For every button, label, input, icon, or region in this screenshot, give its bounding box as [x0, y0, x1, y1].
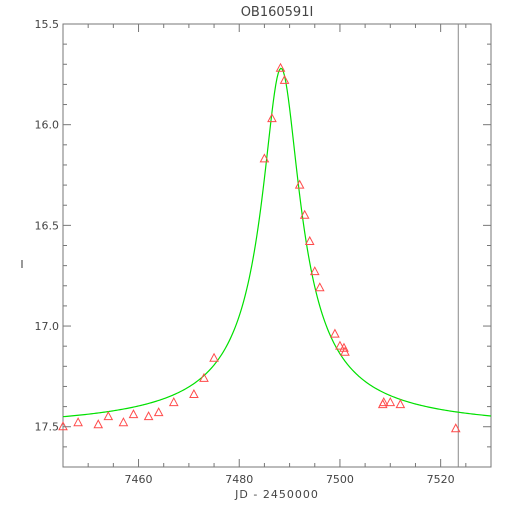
data-points — [58, 62, 461, 433]
data-point — [340, 346, 350, 356]
data-point — [73, 417, 83, 427]
data-point — [279, 74, 290, 84]
y-tick-label: 16.5 — [35, 219, 60, 232]
plot-frame — [62, 23, 492, 468]
x-tick-label: 7480 — [225, 473, 253, 486]
data-point — [153, 407, 164, 417]
data-point — [128, 409, 139, 419]
data-point — [330, 328, 340, 338]
y-axis-label: I — [20, 258, 23, 271]
data-point — [199, 372, 209, 382]
x-axis: 7460 7480 7500 7520 — [87, 24, 492, 486]
model-fit-curve — [62, 67, 492, 418]
x-tick-label: 7500 — [326, 473, 354, 486]
data-point — [275, 62, 286, 72]
data-point — [93, 419, 104, 429]
y-tick-label: 16.0 — [35, 119, 60, 132]
data-point — [58, 421, 68, 431]
y-tick-label: 17.0 — [35, 320, 60, 333]
data-point — [168, 397, 179, 407]
data-point — [259, 153, 270, 163]
chart-title: OB160591I — [241, 5, 314, 20]
x-tick-label: 7520 — [427, 473, 455, 486]
data-point — [294, 179, 305, 189]
data-point — [378, 397, 389, 407]
y-tick-label: 15.5 — [35, 18, 60, 31]
data-point — [395, 399, 406, 409]
x-tick-label: 7460 — [125, 473, 153, 486]
data-point — [143, 411, 154, 421]
data-point — [314, 282, 325, 292]
data-point — [450, 423, 461, 433]
y-axis: 15.5 16.0 16.5 17.0 17.5 — [35, 18, 491, 448]
data-point — [299, 209, 310, 219]
model-curve-path — [62, 67, 492, 418]
data-point — [385, 397, 396, 407]
data-point — [189, 388, 199, 399]
data-point — [267, 113, 277, 123]
data-point — [309, 266, 320, 276]
data-point — [209, 352, 219, 362]
data-point — [335, 340, 345, 350]
data-point — [118, 417, 129, 427]
data-point — [103, 411, 114, 421]
data-point — [339, 342, 349, 352]
x-axis-label: JD - 2450000 — [234, 488, 319, 501]
y-tick-label: 17.5 — [35, 421, 60, 434]
data-point — [304, 235, 315, 245]
